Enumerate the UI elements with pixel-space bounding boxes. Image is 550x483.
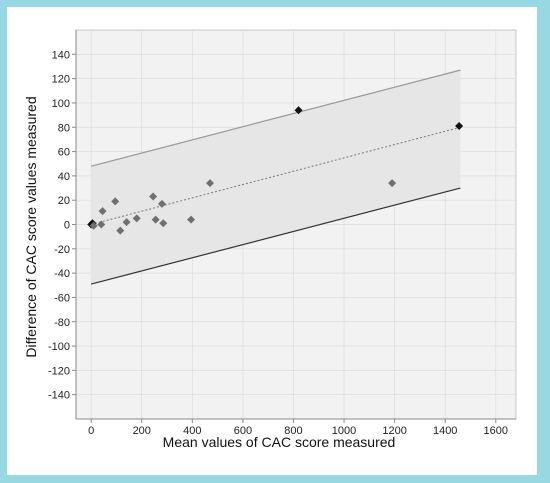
y-tick-label: -120 — [48, 365, 70, 377]
x-tick-label: 400 — [183, 425, 201, 437]
y-axis-title: Difference of CAC score values measured — [23, 96, 39, 357]
lower-limit-line — [91, 187, 461, 285]
y-tick-label: -100 — [48, 341, 70, 353]
x-tick-labels: 0 200 400 600 800 1000 1200 1400 1600 — [88, 419, 508, 437]
x-tick-label: 800 — [284, 425, 302, 437]
data-point — [187, 215, 196, 224]
data-point — [294, 106, 303, 115]
y-tick-label: 120 — [52, 74, 70, 86]
upper-limit-line — [91, 69, 461, 167]
y-tick-label: -140 — [48, 390, 70, 402]
y-tick-label: 20 — [58, 195, 70, 207]
data-points — [87, 106, 464, 235]
y-tick-label: -80 — [54, 317, 70, 329]
x-tick-label: 1600 — [484, 425, 508, 437]
data-point — [157, 199, 166, 208]
x-tick-label: 1200 — [382, 425, 406, 437]
y-tick-label: 0 — [64, 220, 70, 232]
y-tick-label: -20 — [54, 244, 70, 256]
data-point — [455, 122, 464, 131]
y-tick-label: -40 — [54, 268, 70, 280]
data-point — [132, 214, 141, 223]
y-tick-labels: 140 120 100 80 60 40 20 0 -20 -40 -60 -80 -100 -120 -1… — [48, 49, 76, 402]
data-point — [206, 179, 215, 188]
y-tick-label: 60 — [58, 147, 70, 159]
y-tick-label: 40 — [58, 171, 70, 183]
data-point — [149, 192, 158, 201]
data-point — [98, 207, 107, 216]
x-tick-label: 0 — [88, 425, 94, 437]
x-tick-label: 1000 — [332, 425, 356, 437]
y-tick-label: 100 — [52, 98, 70, 110]
data-point — [159, 219, 168, 228]
agreement-band — [91, 70, 461, 285]
x-axis-title: Mean values of CAC score measured — [163, 434, 396, 450]
x-tick-label: 600 — [234, 425, 252, 437]
y-tick-label: 140 — [52, 49, 70, 61]
data-point — [97, 220, 106, 229]
data-point — [111, 197, 120, 206]
data-point — [122, 218, 131, 227]
data-point — [116, 226, 125, 235]
data-point — [388, 179, 397, 188]
x-tick-label: 200 — [133, 425, 151, 437]
x-tick-label: 1400 — [433, 425, 457, 437]
data-point — [89, 221, 98, 230]
y-tick-label: 80 — [58, 122, 70, 134]
data-point — [151, 215, 160, 224]
y-tick-label: -60 — [54, 292, 70, 304]
